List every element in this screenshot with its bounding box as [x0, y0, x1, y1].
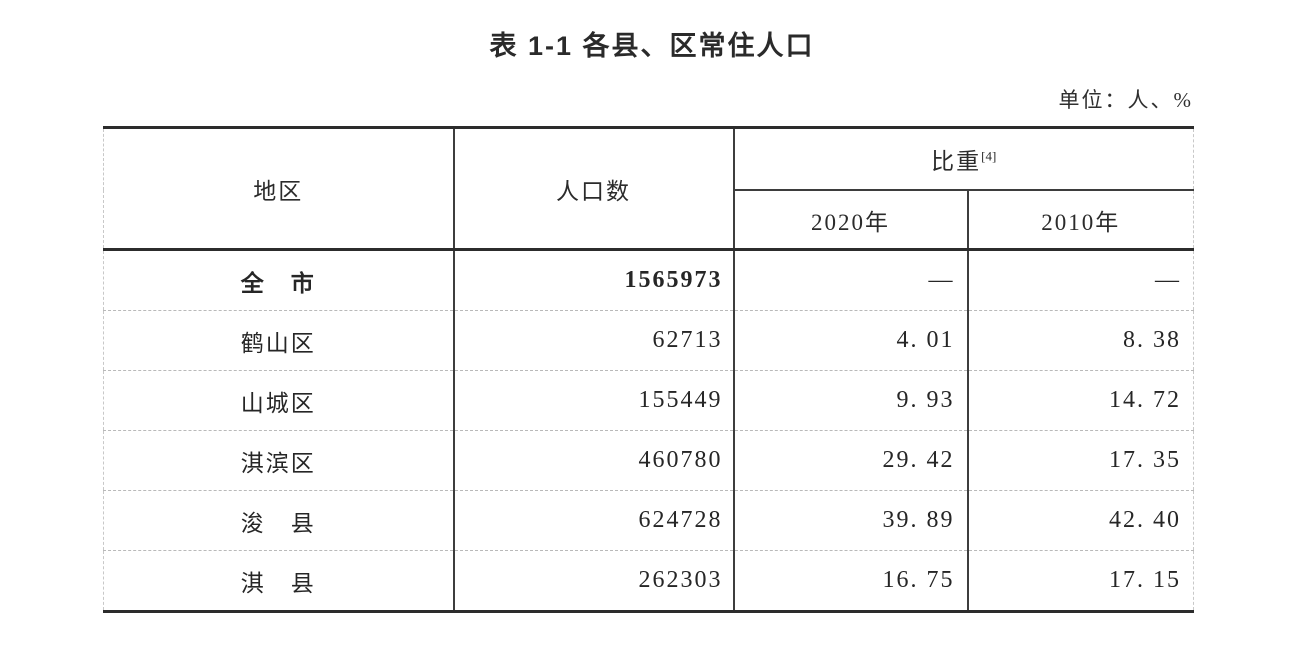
population-cell: 62713: [453, 310, 735, 371]
table-row-heshan: 鹤山区 62713 4. 01 8. 38: [103, 310, 1194, 371]
proportion-label: 比重: [931, 149, 982, 174]
share-2010-cell: 14. 72: [967, 370, 1194, 431]
share-2010-cell: 17. 15: [967, 550, 1194, 612]
header-row-years: 2020年 2010年: [104, 190, 1194, 251]
population-cell: 262303: [453, 550, 735, 612]
region-cell: 山城区: [103, 370, 455, 431]
region-cell: 浚 县: [103, 490, 455, 551]
table-row-citywide: 全 市 1565973 — —: [103, 249, 1194, 311]
population-cell: 1565973: [453, 249, 735, 311]
share-2020-cell: 39. 89: [733, 490, 969, 551]
share-2010-cell: —: [1155, 267, 1182, 293]
share-2020-cell: 16. 75: [733, 550, 969, 612]
share-2020-cell: 4. 01: [733, 310, 969, 371]
table-row-qibin: 淇滨区 460780 29. 42 17. 35: [103, 430, 1194, 491]
share-2010-cell: 17. 35: [967, 430, 1194, 491]
region-cell: 鹤山区: [103, 310, 455, 371]
table-body: 全 市 1565973 — — 鹤山区 62713 4. 01 8. 38 山城…: [103, 249, 1194, 612]
region-cell: 全 市: [103, 249, 455, 311]
population-table: 地区 人口数 比重[4] 2020年 2010年 全 市 1565973 — —…: [103, 126, 1195, 613]
column-header-population: 人口数: [453, 127, 735, 251]
share-2010-cell: 42. 40: [967, 490, 1194, 551]
proportion-footnote-marker: [4]: [981, 148, 997, 164]
share-2020-cell: 9. 93: [733, 370, 969, 431]
region-cell: 淇滨区: [103, 430, 455, 491]
table-row-xunxian: 浚 县 624728 39. 89 42. 40: [103, 490, 1194, 551]
column-header-region: 地区: [103, 127, 455, 251]
region-cell: 淇 县: [103, 550, 455, 612]
header-row-main: 地区 人口数 比重[4]: [103, 127, 1194, 251]
table-row-qixian: 淇 县 262303 16. 75 17. 15: [103, 550, 1194, 612]
table-title: 表 1-1 各县、区常住人口: [489, 31, 815, 61]
column-header-2010: 2010年: [967, 190, 1194, 251]
share-2020-cell: —: [733, 249, 969, 311]
table-header: 地区 人口数 比重[4] 2020年 2010年: [103, 127, 1194, 251]
column-header-2020: 2020年: [733, 190, 969, 251]
column-header-proportion: 比重[4]: [733, 127, 1194, 191]
unit-note: 单位：人、%: [1058, 88, 1193, 112]
population-cell: 155449: [453, 370, 735, 431]
population-cell: 624728: [453, 490, 735, 551]
share-2010-cell: 8. 38: [967, 310, 1194, 371]
table-row-shancheng: 山城区 155449 9. 93 14. 72: [103, 370, 1194, 431]
population-cell: 460780: [453, 430, 735, 491]
share-2020-cell: 29. 42: [733, 430, 969, 491]
